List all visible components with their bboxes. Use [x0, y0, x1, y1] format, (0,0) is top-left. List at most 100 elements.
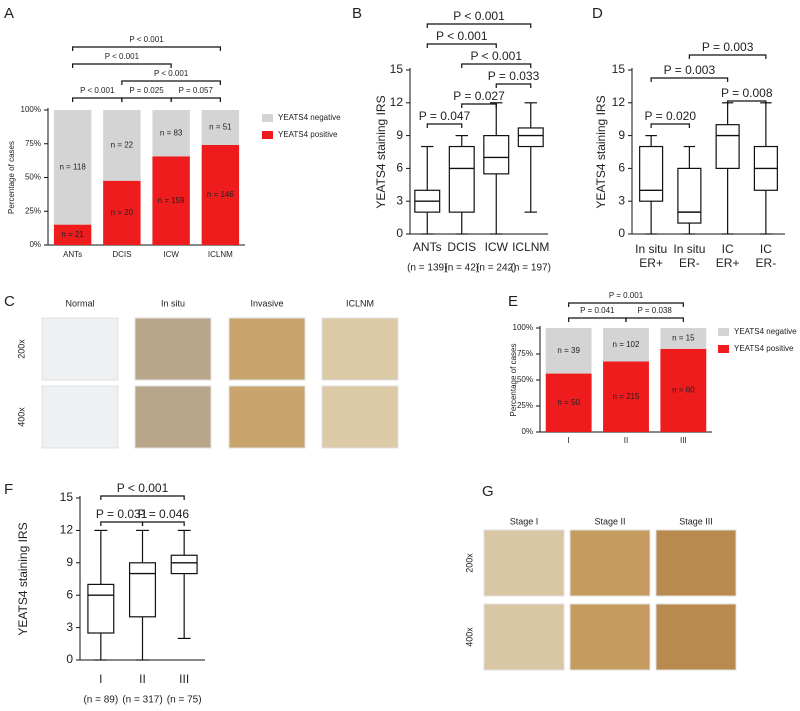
- p-value-label: P < 0.001: [154, 69, 189, 78]
- bar-segment: [603, 361, 649, 432]
- y-tick-label: 6: [396, 161, 403, 175]
- micrograph: [569, 529, 651, 597]
- p-value-label: P = 0.041: [580, 306, 615, 315]
- significance-bracket: [72, 46, 221, 51]
- p-value-label: P < 0.001: [471, 49, 523, 63]
- significance-bracket: [650, 123, 690, 128]
- p-value-label: P < 0.001: [117, 481, 169, 495]
- sample-size-label: (n = 89): [83, 695, 118, 706]
- count-label: n = 39: [557, 346, 580, 355]
- bar-segment: [660, 348, 707, 432]
- legend-swatch: [262, 131, 273, 139]
- bar-segment: [545, 328, 592, 374]
- bar-segment: [103, 180, 141, 245]
- p-value-label: P = 0.027: [453, 89, 505, 103]
- p-value-label: P = 0.003: [664, 63, 716, 77]
- box: [448, 145, 475, 213]
- count-label: n = 15: [672, 334, 695, 343]
- panel-label: E: [508, 293, 518, 310]
- x-tick-label: In situ: [635, 242, 667, 256]
- bar-segment: [603, 328, 649, 362]
- box: [87, 583, 115, 634]
- x-tick-label: ICLNM: [208, 250, 233, 259]
- y-tick-label: 9: [618, 128, 625, 142]
- y-tick-label: 0: [396, 226, 403, 240]
- y-tick-label: 50%: [517, 375, 533, 384]
- significance-bracket: [461, 63, 532, 68]
- significance-bracket: [495, 83, 532, 88]
- column-header: Normal: [65, 298, 94, 308]
- micrograph: [655, 529, 737, 597]
- legend-label: YEATS4 positive: [278, 130, 338, 139]
- row-label: 400x: [16, 407, 26, 427]
- sample-size-label: (n = 75): [167, 695, 202, 706]
- x-tick-label: IC: [760, 242, 772, 256]
- y-tick-label: 100%: [513, 323, 533, 332]
- significance-bracket: [170, 97, 221, 102]
- column-header: Invasive: [250, 298, 283, 308]
- significance-bracket: [426, 123, 463, 128]
- column-header: Stage II: [594, 516, 625, 526]
- p-value-label: P = 0.020: [645, 109, 697, 123]
- count-label: n = 146: [207, 190, 234, 199]
- y-tick-label: 50%: [25, 173, 41, 182]
- significance-bracket: [727, 100, 767, 105]
- significance-bracket: [461, 103, 497, 108]
- micrograph: [134, 317, 212, 381]
- bar-segment: [201, 144, 240, 245]
- y-tick-label: 0: [66, 652, 73, 666]
- significance-bracket: [72, 63, 172, 68]
- y-tick-label: 9: [66, 555, 73, 569]
- p-value-label: P = 0.003: [702, 40, 754, 54]
- column-header: In situ: [161, 298, 185, 308]
- count-label: n = 83: [160, 128, 183, 137]
- y-axis-label: YEATS4 staining IRS: [16, 522, 30, 635]
- significance-bracket: [426, 23, 532, 28]
- y-tick-label: 12: [612, 95, 626, 109]
- y-tick-label: 75%: [25, 139, 41, 148]
- p-value-label: P = 0.047: [419, 109, 471, 123]
- row-label: 400x: [464, 627, 474, 647]
- p-value-label: P = 0.057: [179, 86, 214, 95]
- p-value-label: P < 0.001: [436, 29, 488, 43]
- legend-label: YEATS4 positive: [734, 344, 794, 353]
- x-tick-label: IC: [722, 242, 734, 256]
- x-tick-label: ANTs: [413, 240, 442, 254]
- row-label: 200x: [16, 339, 26, 359]
- x-tick-label: ER-: [756, 256, 777, 270]
- count-label: n = 22: [111, 140, 134, 149]
- significance-bracket: [121, 97, 172, 102]
- micrograph: [321, 385, 399, 449]
- p-value-label: P = 0.001: [609, 291, 644, 300]
- y-axis-label: YEATS4 staining IRS: [374, 95, 388, 208]
- micrograph: [321, 317, 399, 381]
- micrograph: [569, 603, 651, 671]
- micrograph: [655, 603, 737, 671]
- panel-label: D: [592, 5, 603, 22]
- legend-label: YEATS4 negative: [278, 113, 341, 122]
- y-tick-label: 0: [618, 226, 625, 240]
- box: [483, 135, 510, 175]
- y-axis-label: Percentage of cases: [509, 344, 518, 417]
- micrograph: [41, 317, 119, 381]
- count-label: n = 102: [613, 340, 640, 349]
- x-tick-label: ICW: [485, 240, 509, 254]
- y-tick-label: 0%: [521, 427, 533, 436]
- count-label: n = 51: [209, 123, 232, 132]
- y-tick-label: 12: [390, 95, 404, 109]
- sample-size-label: (n = 242): [476, 263, 516, 274]
- x-tick-label: In situ: [673, 242, 705, 256]
- y-tick-label: 3: [66, 620, 73, 634]
- panel-label: F: [4, 481, 13, 498]
- box: [170, 554, 198, 575]
- bar-segment: [660, 328, 707, 349]
- legend-swatch: [718, 328, 729, 336]
- y-tick-label: 0%: [29, 240, 41, 249]
- count-label: n = 60: [672, 386, 695, 395]
- bar-segment: [53, 224, 92, 245]
- p-value-label: P < 0.001: [80, 86, 115, 95]
- count-label: n = 215: [613, 392, 640, 401]
- y-tick-label: 25%: [25, 206, 41, 215]
- count-label: n = 21: [61, 230, 84, 239]
